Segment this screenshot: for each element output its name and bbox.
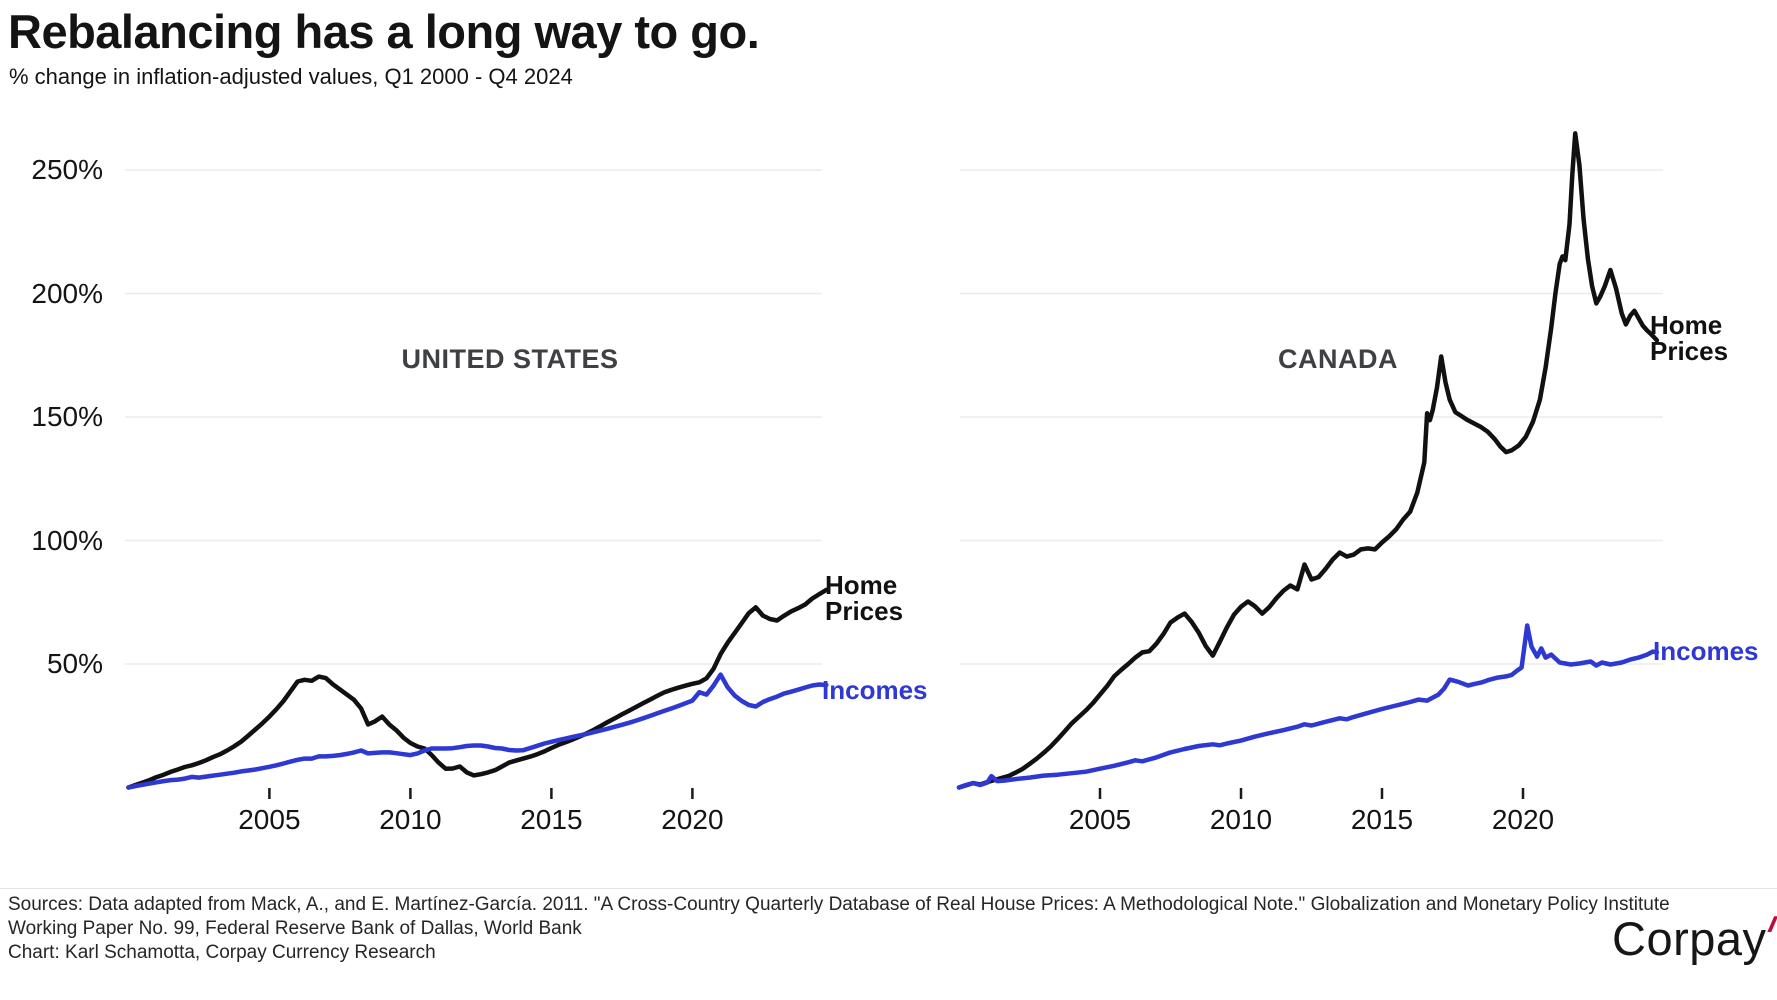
x-axis-label-2010-panel1: 2010 <box>1209 804 1273 835</box>
us-incomes-label-line: Incomes <box>822 675 928 705</box>
us-home-prices-line <box>126 587 829 790</box>
canada-home-prices-label: Home Prices <box>1650 312 1728 364</box>
sources-line-1: Sources: Data adapted from Mack, A., and… <box>8 894 1670 915</box>
us-home-prices-label: Home Prices <box>825 572 903 624</box>
canada-incomes-line <box>956 623 1660 790</box>
y-axis-label-50: 50% <box>46 648 103 679</box>
chart-credit: Chart: Karl Schamotta, Corpay Currency R… <box>8 942 436 963</box>
canada-home-prices-label-line: Home <box>1650 310 1723 340</box>
canada-incomes-label: Incomes <box>1653 638 1759 664</box>
footer-divider <box>0 888 1777 889</box>
canada-incomes-label-line: Incomes <box>1653 636 1759 666</box>
x-axis-label-2005-panel1: 2005 <box>1068 804 1132 835</box>
region-label-canada: CANADA <box>1278 344 1398 374</box>
canada-home-prices-label-line: Prices <box>1650 336 1729 366</box>
corpay-logo-text: Corpay <box>1612 912 1767 965</box>
corpay-logo: Corpay^ <box>1612 908 1777 966</box>
us-incomes-label: Incomes <box>822 677 928 703</box>
canada-home-prices-line <box>956 131 1660 790</box>
us-home-prices-label-line: Home <box>825 570 898 600</box>
x-axis-label-2005-panel0: 2005 <box>238 804 301 835</box>
us-home-prices-label-line: Prices <box>825 596 904 626</box>
y-axis-label-250: 250% <box>31 154 103 185</box>
y-axis-label-100: 100% <box>31 524 103 556</box>
sources-line-2: Working Paper No. 99, Federal Reserve Ba… <box>8 918 582 939</box>
page-title: Rebalancing has a long way to go. <box>8 5 760 58</box>
page-subtitle: % change in inflation-adjusted values, Q… <box>9 64 573 89</box>
x-axis-label-2015-panel0: 2015 <box>520 804 583 835</box>
x-axis-label-2010-panel0: 2010 <box>379 804 442 835</box>
y-axis-label-200: 200% <box>31 277 103 309</box>
x-axis-label-2020-panel1: 2020 <box>1491 804 1555 835</box>
region-label-united-states: UNITED STATES <box>401 344 619 374</box>
x-axis-label-2015-panel1: 2015 <box>1350 804 1414 835</box>
corpay-caret-icon: ^ <box>1767 908 1777 949</box>
us-incomes-line <box>126 672 829 790</box>
y-axis-label-150: 150% <box>31 401 103 432</box>
x-axis-label-2020-panel0: 2020 <box>661 804 724 835</box>
